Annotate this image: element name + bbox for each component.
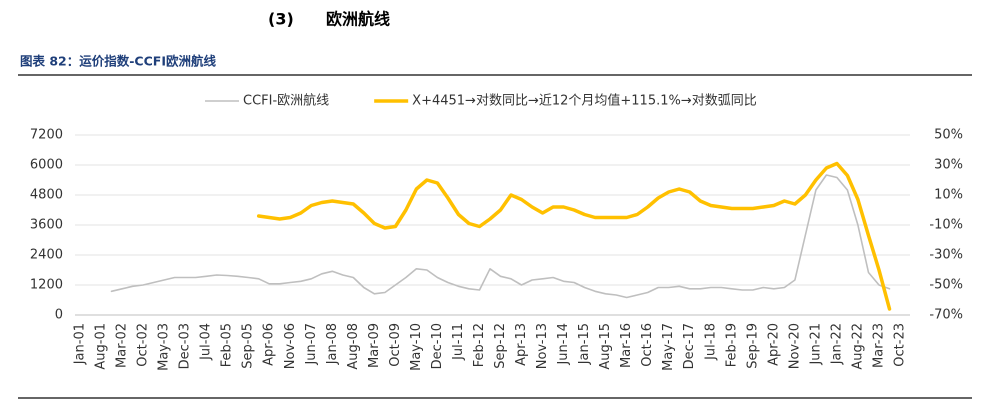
- x-tick-label: Aug-01: [94, 323, 109, 370]
- x-tick-label: Aug-15: [598, 323, 613, 370]
- x-tick-label: Jul-04: [199, 323, 214, 361]
- y-tick-label: 2400: [30, 248, 63, 263]
- x-tick-label: Mar-02: [115, 323, 130, 368]
- x-tick-label: Apr-20: [766, 323, 781, 366]
- y2-tick-label: 50%: [934, 128, 963, 143]
- x-tick-label: Jan-01: [73, 323, 88, 365]
- y2-tick-label: 30%: [934, 158, 963, 173]
- x-tick-label: May-03: [157, 323, 172, 371]
- x-tick-label: Mar-23: [871, 323, 886, 368]
- x-tick-label: Apr-13: [514, 323, 529, 366]
- x-tick-label: Jan-15: [577, 323, 592, 365]
- x-tick-label: Oct-23: [893, 323, 908, 367]
- figure-caption: 图表 82：运价指数-CCFI欧洲航线: [20, 54, 216, 69]
- x-tick-label: Mar-16: [619, 323, 634, 368]
- x-tick-label: Nov-20: [787, 323, 802, 369]
- x-tick-label: Nov-13: [535, 323, 550, 369]
- legend-label: X+4451→对数同比→近12个月均值+115.1%→对数弧同比: [412, 93, 757, 109]
- section-title: 欧洲航线: [326, 10, 390, 29]
- x-tick-label: Dec-17: [682, 323, 697, 369]
- y2-tick-label: 10%: [934, 188, 963, 203]
- x-tick-label: Jun-07: [304, 323, 319, 366]
- x-tick-label: Feb-12: [472, 323, 487, 367]
- x-tick-label: Oct-16: [640, 323, 655, 367]
- legend-label: CCFI-欧洲航线: [243, 93, 329, 109]
- y-tick-label: 0: [55, 308, 63, 323]
- y2-tick-label: -50%: [929, 278, 963, 293]
- x-tick-label: Aug-22: [850, 323, 865, 370]
- x-tick-label: Dec-03: [178, 323, 193, 369]
- x-tick-label: Jul-18: [703, 323, 718, 361]
- y-tick-label: 7200: [30, 128, 63, 143]
- x-tick-label: May-10: [409, 323, 424, 371]
- x-tick-label: Jan-08: [325, 323, 340, 365]
- series-line: [256, 161, 892, 311]
- y-tick-label: 6000: [30, 158, 63, 173]
- x-tick-label: Jun-21: [808, 323, 823, 366]
- x-tick-label: Oct-02: [136, 323, 151, 367]
- section-number: (3): [268, 10, 294, 29]
- x-tick-label: Feb-05: [220, 323, 235, 367]
- x-tick-label: Sep-05: [241, 323, 256, 369]
- y2-tick-label: -30%: [929, 248, 963, 263]
- x-tick-label: Jul-11: [451, 323, 466, 361]
- x-tick-label: Apr-06: [262, 323, 277, 366]
- x-tick-label: Jun-14: [556, 323, 571, 366]
- x-tick-label: Sep-19: [745, 323, 760, 369]
- y2-tick-label: -10%: [929, 218, 963, 233]
- x-tick-label: Jan-22: [829, 323, 844, 365]
- x-tick-label: Mar-09: [367, 323, 382, 368]
- y-tick-label: 4800: [30, 188, 63, 203]
- series-line: [110, 174, 891, 299]
- x-tick-label: Sep-12: [493, 323, 508, 369]
- x-tick-label: Dec-10: [430, 323, 445, 369]
- x-tick-label: Feb-19: [724, 323, 739, 367]
- y-tick-label: 1200: [30, 278, 63, 293]
- x-tick-label: May-17: [661, 323, 676, 371]
- x-tick-label: Oct-09: [388, 323, 403, 367]
- x-tick-label: Aug-08: [346, 323, 361, 370]
- x-tick-label: Nov-06: [283, 323, 298, 369]
- y2-tick-label: -70%: [929, 308, 963, 323]
- y-tick-label: 3600: [30, 218, 63, 233]
